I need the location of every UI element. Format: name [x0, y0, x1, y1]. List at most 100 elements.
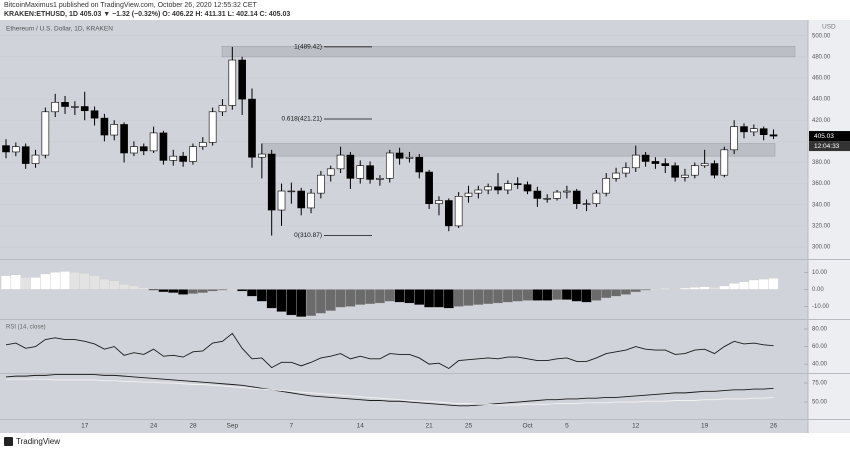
price-zone: [221, 45, 796, 58]
candle-body: [395, 152, 404, 159]
histogram-bar: [384, 289, 395, 302]
histogram-bar: [217, 289, 228, 291]
candle-body: [41, 111, 50, 156]
histogram-bar: [689, 287, 700, 290]
axis-background: [808, 20, 850, 433]
candle-body: [464, 192, 473, 197]
histogram-bar: [266, 289, 277, 309]
x-tick-label: Oct: [522, 423, 532, 430]
histogram-bar: [109, 280, 120, 290]
fib-label: 0.618(421.21): [282, 116, 322, 123]
histogram-bar: [246, 289, 258, 297]
histogram-bar: [237, 289, 248, 292]
candle-body: [248, 98, 256, 158]
candle-body: [139, 146, 148, 152]
candle-body: [553, 191, 561, 199]
histogram-bar: [630, 289, 641, 293]
histogram-bar: [640, 289, 651, 291]
candle-body: [504, 183, 512, 191]
y-tick-label: 340.00: [812, 202, 831, 208]
x-tick-label: 19: [701, 423, 709, 430]
candle-body: [159, 132, 168, 161]
histogram-bar: [335, 289, 346, 308]
candle-body: [533, 190, 542, 199]
candle-body: [317, 174, 325, 194]
candle-body: [287, 190, 296, 193]
candle-body: [730, 126, 738, 151]
histogram-bar: [227, 288, 238, 290]
candle-body: [100, 117, 109, 136]
histogram-bar: [502, 289, 513, 303]
x-tick-label: 25: [465, 423, 473, 430]
candle-body: [690, 165, 699, 176]
histogram-bar: [315, 289, 326, 314]
y-tick-label: 300.00: [812, 245, 831, 251]
x-tick-label: 26: [770, 423, 778, 430]
last-price-box: [809, 131, 850, 142]
candle-body: [494, 186, 502, 191]
candle-body: [218, 105, 227, 113]
histogram-bar: [276, 289, 287, 312]
histogram-bar: [178, 289, 189, 295]
candle-body: [149, 132, 158, 152]
histogram-bar: [158, 289, 169, 293]
candle-body: [415, 156, 424, 173]
last-price-label: 405.03: [814, 133, 834, 140]
histogram-bar: [424, 289, 435, 308]
histogram-bar: [660, 288, 671, 290]
candle-body: [307, 192, 315, 209]
panel-title: Ethereum / U.S. Dollar, 1D, KRAKEN: [6, 26, 113, 33]
histogram-bar: [394, 289, 405, 303]
histogram-bar: [414, 289, 425, 305]
candle-body: [454, 196, 463, 227]
y-tick-label: 10.00: [812, 270, 828, 276]
candle-body: [651, 161, 660, 164]
x-tick-label: 28: [189, 423, 197, 430]
rsi-title: RSI (14, close): [6, 325, 46, 331]
candle-body: [769, 134, 778, 137]
y-tick-label: 460.00: [812, 76, 831, 82]
y-tick-label: 60.00: [812, 344, 828, 350]
histogram-bar: [305, 289, 317, 317]
candle-body: [21, 146, 30, 164]
candle-body: [258, 153, 266, 158]
histogram-bar: [591, 289, 602, 301]
histogram-bar: [59, 271, 71, 290]
histogram-bar: [40, 273, 51, 290]
candle-body: [51, 101, 60, 113]
candle-body: [346, 154, 355, 179]
x-tick-label: 14: [357, 423, 365, 430]
histogram-bar: [611, 289, 622, 297]
candle-body: [208, 111, 217, 143]
candle-body: [405, 156, 414, 159]
histogram-bar: [128, 285, 139, 290]
fib-label: 1(489.42): [294, 44, 322, 51]
candle-body: [592, 192, 601, 205]
candle-body: [602, 178, 611, 194]
histogram-bar: [286, 289, 297, 316]
histogram-bar: [433, 289, 445, 308]
histogram-bar: [571, 289, 582, 302]
candle-body: [120, 124, 128, 154]
candle-body: [228, 59, 237, 106]
histogram-bar: [768, 278, 779, 290]
histogram-bar: [650, 288, 661, 290]
histogram-bar: [20, 277, 31, 290]
histogram-bar: [561, 289, 572, 300]
histogram-bar: [89, 275, 100, 290]
candle-body: [720, 149, 729, 176]
histogram-bar: [492, 289, 504, 304]
y-tick-label: 500.00: [812, 33, 831, 39]
candle-body: [31, 154, 40, 164]
histogram-bar: [50, 272, 61, 290]
candle-body: [543, 198, 552, 200]
candle-body: [277, 190, 286, 211]
candle-body: [563, 190, 571, 193]
histogram-bar: [620, 289, 631, 295]
y-tick-label: 420.00: [812, 118, 831, 124]
histogram-bar: [138, 287, 149, 290]
x-tick-label: 24: [150, 423, 158, 430]
histogram-bar: [522, 289, 533, 301]
candle-body: [238, 59, 246, 100]
histogram-bar: [532, 289, 543, 301]
